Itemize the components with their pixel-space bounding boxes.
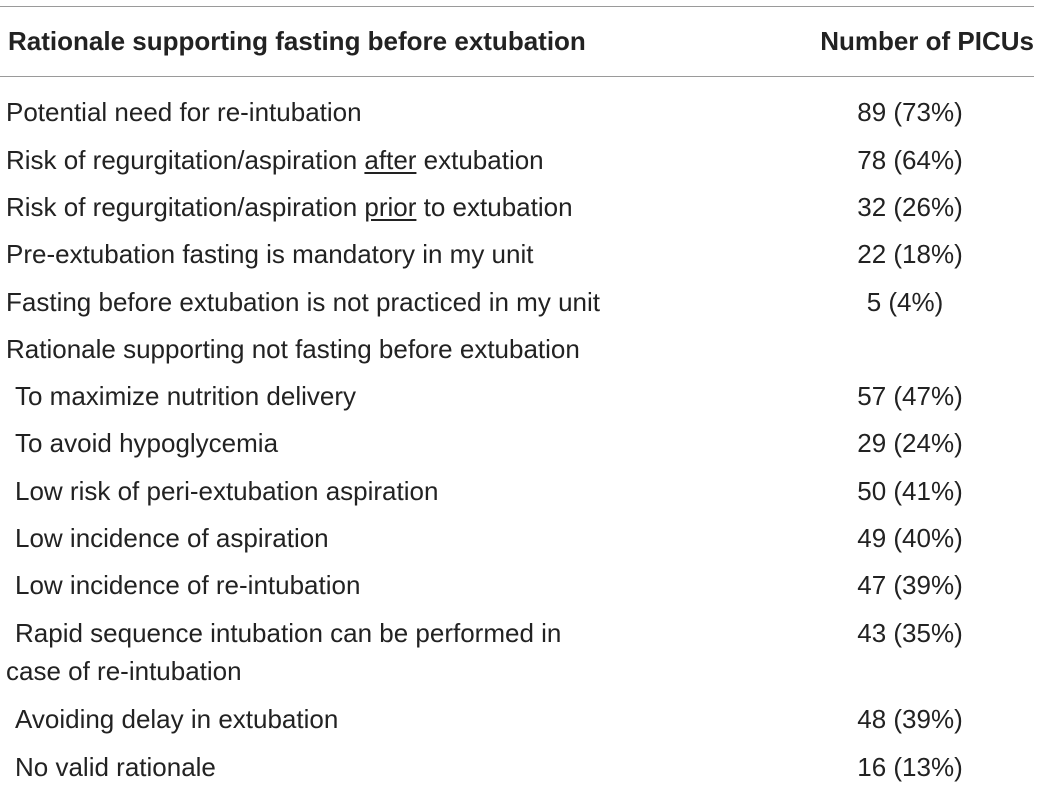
row-value: 47 (39%) [857,570,963,600]
header-rationale: Rationale supporting fasting before extu… [8,26,586,56]
row-label: Low incidence of re-intubation [15,570,361,600]
row-label: Avoiding delay in extubation [15,704,339,734]
row-value: 5 (4%) [866,287,944,317]
emphasis-prior: prior [364,192,417,222]
row-label: Risk of regurgitation/aspiration after e… [6,145,544,175]
row-label: No valid rationale [15,752,216,782]
row-label-line1: Rapid sequence intubation can be perform… [15,618,562,648]
header-number-of-picus: Number of PICUs [820,26,1034,56]
row-value: 29 (24%) [857,428,963,458]
table-header-rule [0,76,1034,77]
row-label: Fasting before extubation is not practic… [6,287,600,317]
emphasis-after: after [364,145,417,175]
row-value: 49 (40%) [857,523,963,553]
row-label: Risk of regurgitation/aspiration prior t… [6,192,573,222]
row-label: To maximize nutrition delivery [15,381,357,411]
row-label: To avoid hypoglycemia [15,428,279,458]
table-header-row: Rationale supporting fasting before extu… [0,23,1034,63]
table-top-rule [0,6,1034,7]
row-value: 43 (35%) [857,618,963,648]
row-value: 16 (13%) [857,752,963,782]
row-label: Low risk of peri-extubation aspiration [15,476,439,506]
row-label: Pre-extubation fasting is mandatory in m… [6,239,534,269]
row-label: Potential need for re-intubation [6,97,362,127]
row-value: 48 (39%) [857,704,963,734]
section-subheading: Rationale supporting not fasting before … [6,334,580,364]
row-label: Low incidence of aspiration [15,523,329,553]
row-value: 22 (18%) [857,239,963,269]
row-label-line2: case of re-intubation [6,656,242,686]
row-value: 50 (41%) [857,476,963,506]
row-value: 89 (73%) [857,97,963,127]
row-value: 78 (64%) [857,145,963,175]
row-value: 57 (47%) [857,381,963,411]
row-value: 32 (26%) [857,192,963,222]
